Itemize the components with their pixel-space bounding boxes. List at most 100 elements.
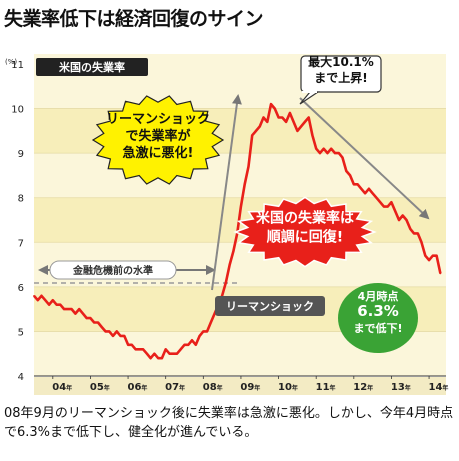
peak-callout-box (300, 55, 382, 93)
data-point (44, 299, 47, 302)
data-point (153, 352, 156, 355)
data-point (270, 103, 272, 105)
data-point (55, 303, 58, 306)
data-point (100, 326, 103, 328)
data-point (349, 174, 351, 177)
data-point (134, 348, 137, 351)
data-point (311, 134, 314, 137)
data-point (142, 348, 144, 351)
data-point (161, 357, 163, 359)
x-axis-band (34, 377, 446, 395)
x-tick-label: 14年 (429, 382, 449, 393)
data-point (202, 330, 205, 333)
data-point (296, 130, 299, 132)
y-tick-label: 5 (18, 327, 24, 338)
data-point (300, 125, 302, 128)
x-tick-label: 11年 (316, 382, 336, 393)
x-tick-label: 05年 (90, 382, 110, 393)
data-point (337, 152, 340, 154)
y-tick-label: 8 (18, 194, 24, 205)
data-point (191, 339, 193, 342)
data-point (112, 335, 114, 337)
data-point (330, 147, 333, 150)
data-point (353, 183, 355, 186)
data-point (172, 352, 175, 355)
data-point (368, 188, 370, 190)
x-tick-label: 08年 (203, 382, 223, 393)
data-point (266, 121, 269, 123)
data-point (416, 232, 419, 235)
data-point (439, 272, 442, 275)
data-point (375, 196, 378, 199)
data-point (319, 152, 321, 154)
data-point (258, 125, 261, 128)
data-point (289, 112, 291, 114)
data-point (428, 259, 430, 261)
data-point (206, 330, 208, 333)
data-point (383, 205, 385, 208)
data-point (138, 348, 141, 351)
data-point (63, 308, 65, 310)
peak-callout-text: 最大10.1%まで上昇! (308, 54, 374, 85)
decline-arrow (299, 97, 430, 220)
data-point (36, 299, 39, 302)
y-tick-label: 11 (11, 60, 24, 71)
data-point (97, 321, 99, 324)
data-point (228, 263, 231, 266)
data-point (194, 344, 197, 346)
data-point (123, 335, 126, 337)
data-point (432, 254, 434, 257)
data-point (285, 121, 287, 123)
x-tick-label: 13年 (391, 382, 411, 393)
panel-label-box (36, 58, 148, 76)
data-point (131, 344, 133, 346)
data-point (424, 254, 427, 257)
data-point (274, 107, 276, 110)
data-point (85, 317, 88, 319)
data-point (307, 116, 310, 119)
lehman-box (215, 296, 325, 316)
x-tick-label: 06年 (128, 382, 148, 393)
data-point (255, 130, 257, 132)
y-tick-label: 6 (18, 283, 24, 294)
data-point (74, 312, 77, 315)
latest-badge (338, 283, 418, 353)
data-point (232, 250, 235, 252)
data-point (33, 294, 35, 297)
data-point (243, 183, 246, 186)
data-point (82, 312, 84, 315)
data-point (108, 330, 111, 333)
data-point (240, 205, 242, 208)
data-point (371, 192, 374, 195)
latest-badge-text: 4月時点 6.3%まで低下! (353, 289, 402, 335)
data-point (157, 357, 159, 359)
data-point (356, 183, 359, 186)
data-point (360, 188, 363, 190)
data-point (164, 348, 167, 351)
data-point (48, 303, 50, 306)
lehman-label: リーマンショック (226, 300, 314, 313)
data-point (390, 201, 393, 203)
data-point (322, 147, 325, 150)
data-point (394, 210, 397, 212)
data-point (251, 134, 254, 137)
data-point (379, 201, 381, 203)
plot-band (34, 108, 446, 154)
page-title: 失業率低下は経済回復のサイン (4, 8, 264, 30)
data-point (127, 344, 129, 346)
y-unit-label: (%) (5, 58, 17, 66)
data-point (292, 121, 295, 123)
data-point (435, 254, 438, 257)
data-point (187, 344, 190, 346)
data-point (149, 357, 152, 359)
data-point (176, 352, 178, 355)
y-tick-label: 7 (18, 238, 24, 249)
data-point (401, 214, 404, 217)
chart-caption: 08年9月のリーマンショック後に失業率は急激に悪化。しかし、今年4月時点で6.3… (4, 406, 454, 440)
y-tick-label: 10 (11, 105, 24, 116)
precrisis-label: 金融危機前の水準 (72, 264, 153, 277)
data-point (364, 192, 366, 195)
data-point (179, 348, 182, 351)
data-point (304, 121, 306, 123)
worsen-burst-text: リーマンショックで失業率が急激に悪化! (106, 112, 210, 161)
